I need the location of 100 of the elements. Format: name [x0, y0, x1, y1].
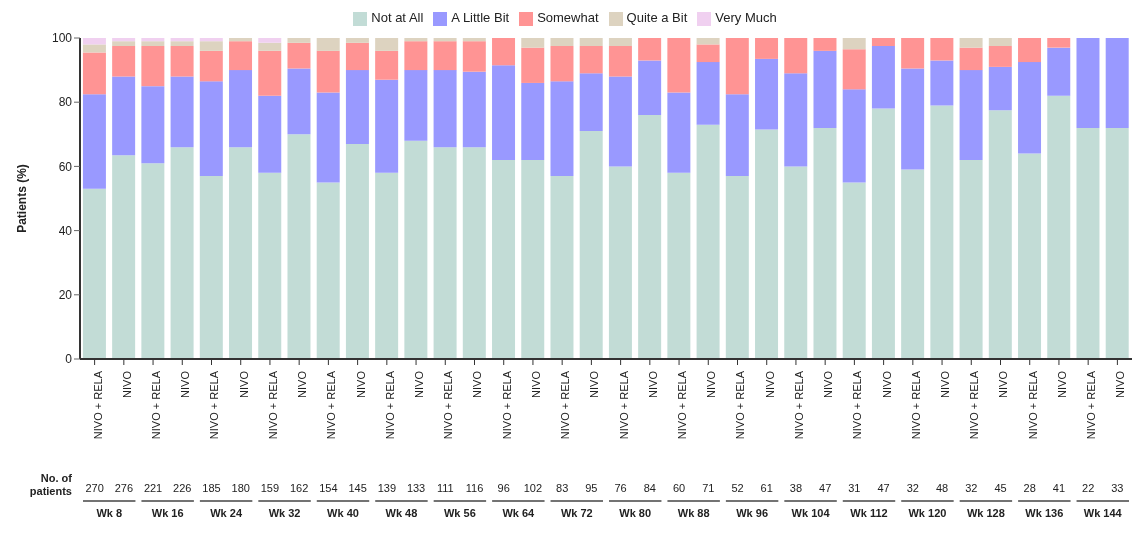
- bar: [579, 73, 603, 132]
- bar: [404, 41, 428, 71]
- text: Wk 88: [677, 507, 710, 519]
- bar: [696, 44, 720, 63]
- bar: [784, 73, 808, 167]
- x-tick-label: NIVO + RELA: [792, 370, 805, 440]
- bar: [287, 38, 311, 43]
- bar: [345, 70, 369, 144]
- text: 47: [877, 482, 890, 494]
- text: 180: [231, 482, 250, 494]
- bar: [842, 49, 866, 90]
- text: 31: [848, 482, 861, 494]
- bar: [492, 38, 516, 66]
- text: 111: [436, 482, 454, 494]
- bar: [199, 41, 223, 51]
- x-tick-label: NIVO: [354, 370, 367, 398]
- text: Wk 48: [385, 507, 418, 519]
- bar: [842, 38, 866, 50]
- bar: [433, 38, 457, 42]
- bar: [988, 110, 1012, 359]
- bar: [842, 89, 866, 183]
- bar: [608, 46, 632, 77]
- bar: [258, 42, 282, 51]
- bar: [959, 47, 983, 71]
- bar: [258, 50, 282, 96]
- bar: [316, 38, 340, 51]
- text: 61: [760, 482, 773, 494]
- bar: [755, 129, 779, 359]
- text: 32: [906, 482, 919, 494]
- x-tick-label: NIVO + RELA: [383, 370, 396, 440]
- text: 76: [614, 482, 627, 494]
- bar: [608, 76, 632, 167]
- bar: [199, 81, 223, 177]
- bar: [316, 50, 340, 93]
- text: Wk 24: [210, 507, 243, 519]
- bar: [959, 70, 983, 160]
- bar: [521, 82, 545, 160]
- bar: [433, 70, 457, 148]
- x-tick-label: NIVO: [237, 370, 250, 398]
- bar: [112, 76, 136, 156]
- text: 48: [935, 482, 949, 494]
- x-tick-label: NIVO: [880, 370, 893, 398]
- bar: [1047, 38, 1071, 48]
- x-tick-label: NIVO: [1055, 370, 1068, 398]
- text: 133: [406, 482, 426, 494]
- bar: [82, 52, 106, 95]
- bar: [579, 38, 603, 47]
- bar: [1047, 47, 1071, 96]
- y-tick-label: 40: [58, 223, 73, 238]
- text: Wk 80: [619, 507, 652, 519]
- bar: [638, 115, 662, 359]
- bar: [579, 131, 603, 359]
- bar: [521, 47, 545, 83]
- bar: [375, 79, 399, 173]
- x-tick-label: NIVO + RELA: [500, 370, 513, 440]
- text: Wk 72: [560, 507, 593, 519]
- bar: [229, 41, 253, 71]
- bar: [199, 50, 223, 82]
- x-tick-label: NIVO: [997, 370, 1010, 398]
- bar: [375, 38, 399, 51]
- x-tick-label: NIVO: [120, 370, 133, 398]
- bar: [112, 155, 136, 359]
- y-tick-label: 60: [58, 159, 73, 174]
- text: 162: [289, 482, 309, 494]
- x-tick-label: NIVO: [646, 370, 659, 398]
- bar: [638, 38, 662, 61]
- bar: [199, 38, 223, 42]
- x-tick-label: NIVO + RELA: [149, 370, 162, 440]
- bar: [959, 38, 983, 48]
- bar: [813, 50, 837, 128]
- bar: [842, 182, 866, 359]
- bar: [784, 166, 808, 359]
- text: Wk 8: [96, 507, 123, 519]
- x-tick-label: NIVO + RELA: [442, 370, 455, 440]
- bar: [988, 46, 1012, 67]
- bar: [258, 172, 282, 359]
- x-tick-label: NIVO: [529, 370, 542, 398]
- bar: [375, 50, 399, 80]
- bar: [170, 76, 194, 148]
- text: 96: [497, 482, 510, 494]
- text: 47: [819, 482, 832, 494]
- bar: [871, 108, 895, 359]
- x-tick-label: NIVO + RELA: [91, 370, 104, 440]
- x-tick-label: NIVO + RELA: [675, 370, 688, 440]
- text: Wk 40: [327, 507, 359, 519]
- bar: [141, 46, 165, 87]
- bar: [1018, 38, 1042, 63]
- x-tick-label: NIVO + RELA: [851, 370, 864, 440]
- text: No. of patients: [28, 472, 72, 498]
- bar: [667, 172, 691, 359]
- text: 154: [319, 482, 338, 494]
- bar: [988, 66, 1012, 111]
- bar: [199, 176, 223, 359]
- bar: [462, 38, 486, 42]
- bar: [988, 38, 1012, 47]
- bar: [930, 38, 954, 61]
- bar: [433, 147, 457, 359]
- y-tick-label: 0: [65, 352, 73, 367]
- text: Wk 120: [908, 507, 947, 519]
- x-tick-label: NIVO: [705, 370, 718, 398]
